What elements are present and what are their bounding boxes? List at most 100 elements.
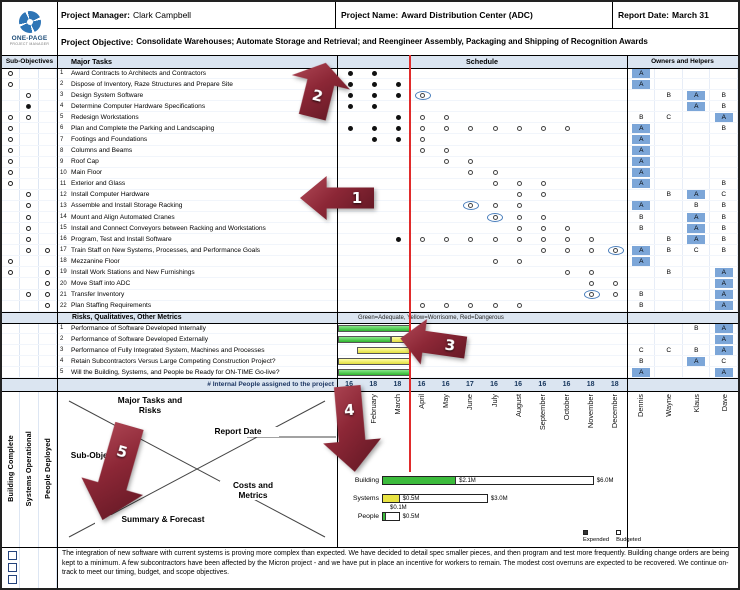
owner-cell: A — [683, 223, 711, 234]
sub-objective-cell — [2, 123, 21, 134]
sub-objective-cell — [2, 245, 21, 256]
owner-letter: B — [639, 357, 644, 365]
owner-cell: B — [628, 223, 656, 234]
owner-cell — [628, 323, 656, 334]
people-count: 16 — [441, 381, 450, 388]
owner-cell — [710, 167, 738, 178]
sub-objective-cell — [20, 189, 39, 200]
task-name: Mezzanine Floor — [70, 257, 120, 265]
sub-objective-cell — [2, 367, 21, 378]
task-number: 4 — [56, 101, 71, 112]
divider — [57, 2, 58, 588]
owner-cell — [683, 178, 711, 189]
owner-cell: A — [628, 134, 656, 145]
chart-row: Building $6.0M $2.1M — [337, 476, 638, 487]
owner-letter: A — [714, 290, 733, 300]
sub-objective-cell — [20, 68, 39, 79]
owner-cell — [683, 79, 711, 90]
completed-dot — [371, 125, 377, 131]
planned-dot — [420, 236, 426, 242]
chart-category-label: Building — [354, 477, 379, 484]
planned-dot — [516, 214, 522, 220]
owner-cell: C — [628, 345, 656, 356]
owner-cell — [655, 223, 683, 234]
sub-objective-cell — [2, 145, 21, 156]
sub-objective-cell — [20, 123, 39, 134]
task-number: 12 — [56, 189, 71, 200]
project-name-label: Project Name: — [341, 10, 399, 20]
completed-dot — [371, 70, 377, 76]
task-number: 8 — [56, 145, 71, 156]
task-number: 16 — [56, 234, 71, 245]
completed-dot — [395, 81, 401, 87]
sub-objective-cell — [39, 79, 57, 90]
planned-dot — [565, 269, 571, 275]
callout-number-1: 1 — [351, 189, 363, 207]
callout-arrow-4: 4 — [318, 384, 383, 475]
risk-name: Performance of Software Developed Extern… — [70, 335, 209, 343]
owner-cells: A — [626, 256, 738, 267]
owner-cell: A — [628, 200, 656, 212]
owner-cell — [683, 367, 711, 378]
sub-objective-marker — [8, 125, 14, 131]
planned-dot — [613, 247, 619, 253]
sub-objective-marker — [26, 247, 32, 253]
sub-objective-cell — [2, 356, 21, 367]
left-labels-pane: Building Complete Systems Operational Peop… — [2, 391, 57, 588]
sub-objective-marker — [26, 236, 32, 242]
owner-name-column: Dave — [710, 391, 738, 461]
sub-objective-label: People Deployed — [42, 438, 52, 499]
owner-cell — [683, 123, 711, 134]
column-header-band — [2, 55, 738, 68]
owner-letter: B — [721, 246, 726, 254]
month-column: December — [603, 391, 627, 472]
owner-cell — [683, 68, 711, 79]
owner-cell: A — [683, 356, 711, 367]
sub-objective-marker — [26, 214, 32, 220]
owner-cell: A — [710, 345, 738, 356]
owner-letter: B — [721, 91, 726, 99]
task-number: 17 — [56, 245, 71, 256]
divider — [2, 55, 738, 56]
planned-dot — [444, 114, 450, 120]
planned-dot — [516, 303, 522, 309]
sub-objective-cell — [39, 345, 57, 356]
owner-cell: B — [710, 178, 738, 189]
expended-bar — [383, 513, 386, 520]
owner-letter: B — [639, 302, 644, 310]
sub-objective-cell — [20, 79, 39, 90]
risk-number: 3 — [56, 345, 71, 356]
owner-cell: A — [683, 212, 711, 223]
arrow-shape — [397, 316, 469, 371]
sub-objective-cell — [20, 200, 39, 212]
sub-objective-cell — [2, 90, 21, 101]
owner-cell — [655, 356, 683, 367]
owner-cell — [655, 123, 683, 134]
sub-objective-cell — [2, 300, 21, 311]
planned-dot — [468, 236, 474, 242]
planned-dot — [468, 303, 474, 309]
people-row-label: # Internal People assigned to the projec… — [207, 381, 334, 388]
task-schedule — [336, 200, 627, 212]
task-number: 19 — [56, 267, 71, 278]
sub-objective-cell — [2, 267, 21, 278]
owner-cell — [683, 134, 711, 145]
owner-letter: B — [694, 202, 699, 210]
owner-cell — [683, 167, 711, 178]
task-schedule — [336, 167, 627, 178]
task-number: 15 — [56, 223, 71, 234]
people-count: 16 — [514, 381, 523, 388]
owner-cell — [655, 156, 683, 167]
owner-cell — [655, 145, 683, 156]
task-name: Plan and Complete the Parking and Landsc… — [70, 124, 215, 132]
owner-cells: A — [626, 134, 738, 145]
callout-arrow-1: 1 — [300, 176, 374, 220]
risk-number: 2 — [56, 334, 71, 345]
owner-letter: A — [632, 168, 651, 178]
owner-letter: C — [666, 346, 672, 354]
sub-objective-cell — [20, 178, 39, 189]
owner-name-label: Dennis — [636, 394, 646, 418]
owner-cell: B — [710, 212, 738, 223]
owner-cell — [683, 156, 711, 167]
